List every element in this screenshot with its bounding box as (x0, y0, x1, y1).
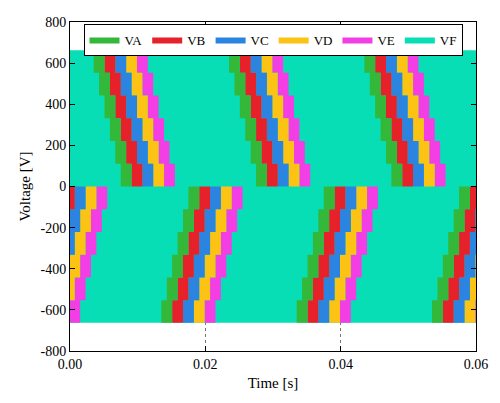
svg-text:VC: VC (251, 33, 269, 48)
svg-text:200: 200 (45, 138, 66, 153)
svg-text:800: 800 (45, 15, 66, 30)
svg-text:VD: VD (314, 33, 333, 48)
svg-text:0: 0 (59, 179, 66, 194)
svg-text:VE: VE (377, 33, 394, 48)
svg-text:-800: -800 (41, 344, 67, 359)
svg-text:0.06: 0.06 (464, 357, 489, 372)
svg-text:VB: VB (187, 33, 205, 48)
svg-text:-400: -400 (41, 262, 67, 277)
svg-text:Voltage [V]: Voltage [V] (17, 151, 33, 221)
svg-text:600: 600 (45, 56, 66, 71)
svg-text:VA: VA (125, 33, 143, 48)
svg-text:VF: VF (440, 33, 457, 48)
svg-text:-200: -200 (41, 221, 67, 236)
svg-text:0.00: 0.00 (58, 357, 83, 372)
svg-text:-600: -600 (41, 303, 67, 318)
svg-text:Time [s]: Time [s] (248, 375, 299, 391)
svg-text:0.02: 0.02 (193, 357, 218, 372)
svg-text:0.04: 0.04 (328, 357, 353, 372)
svg-text:400: 400 (45, 97, 66, 112)
